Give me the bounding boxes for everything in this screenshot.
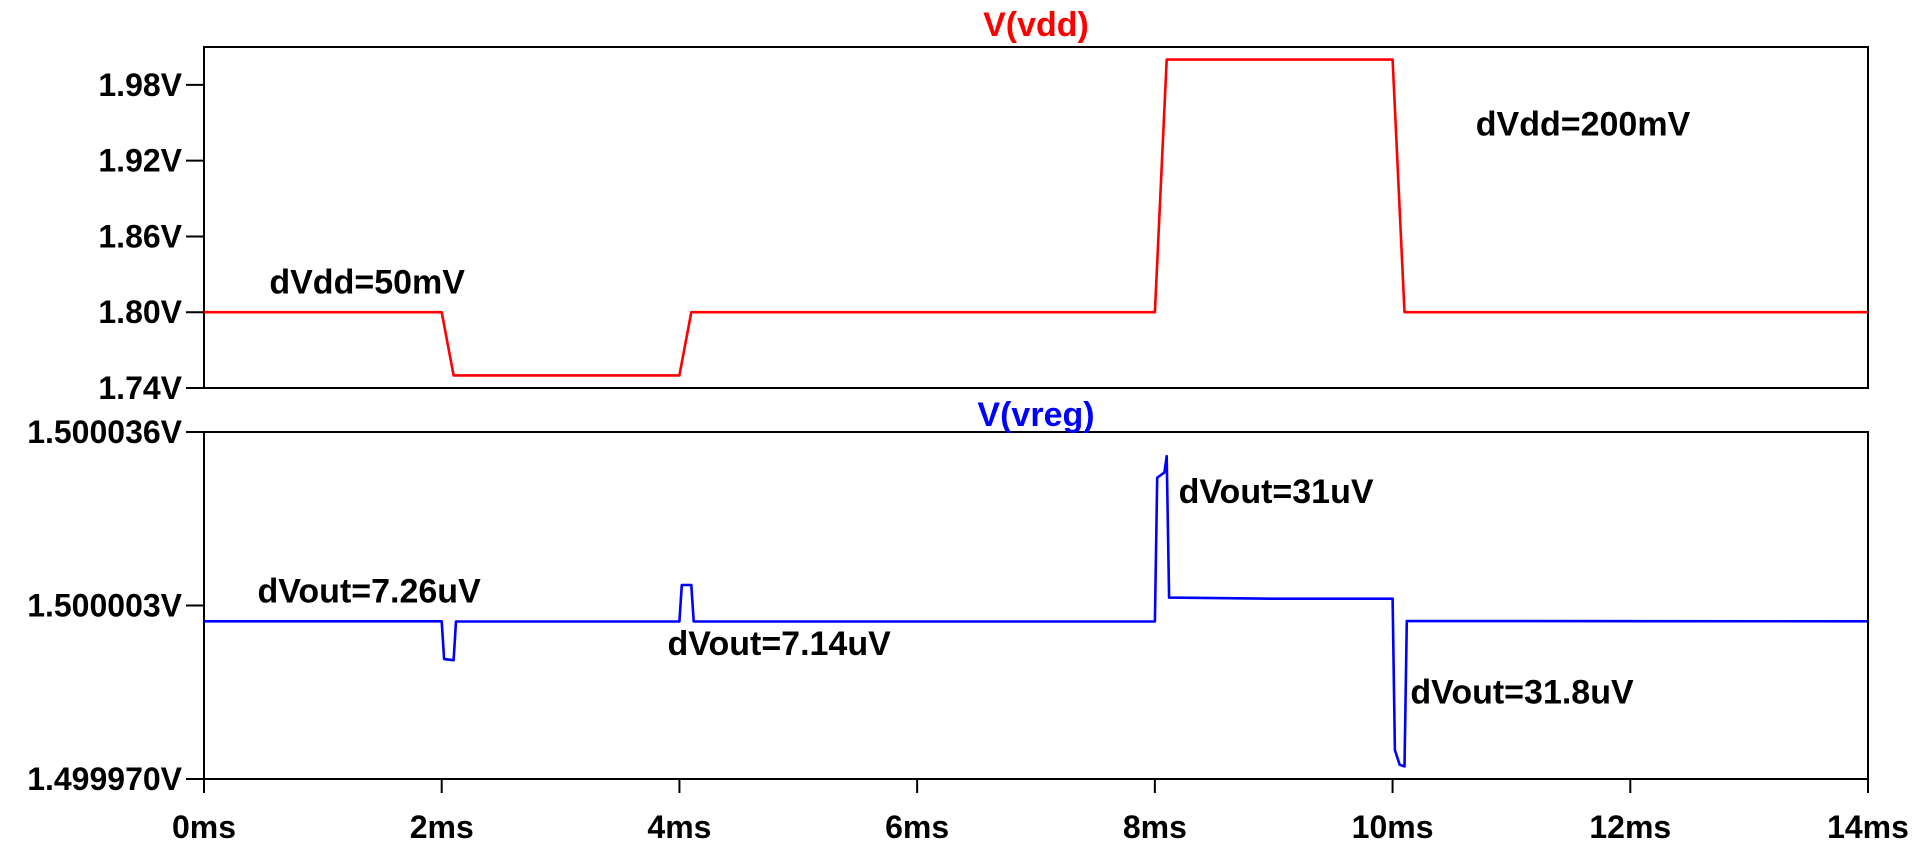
- y-tick-label: 1.86V: [98, 218, 182, 254]
- x-tick-label: 6ms: [885, 809, 949, 845]
- x-tick-label: 0ms: [172, 809, 236, 845]
- y-tick-label: 1.499970V: [27, 761, 182, 797]
- panel-title: V(vreg): [977, 396, 1094, 434]
- annotation-label: dVout=7.26uV: [257, 572, 481, 610]
- x-tick-label: 8ms: [1123, 809, 1187, 845]
- plot-frame: [203, 46, 1869, 389]
- y-tick-label: 1.98V: [98, 67, 182, 103]
- y-tick-label: 1.80V: [98, 294, 182, 330]
- series-line: [204, 58, 1868, 377]
- x-tick-label: 10ms: [1352, 809, 1434, 845]
- x-tick-label: 2ms: [410, 809, 474, 845]
- annotation-label: dVout=7.14uV: [668, 625, 892, 663]
- annotation-label: dVout=31.8uV: [1410, 673, 1634, 711]
- y-tick-label: 1.500003V: [27, 588, 182, 624]
- panel-vreg: V(vreg) 1.499970V 1.500003V 1.500036V 0ms 2ms…: [27, 396, 1909, 845]
- annotation-label: dVdd=50mV: [269, 263, 465, 301]
- x-tick-label: 4ms: [647, 809, 711, 845]
- y-tick-label: 1.92V: [98, 143, 182, 179]
- y-tick-label: 1.500036V: [27, 414, 182, 450]
- annotation-label: dVdd=200mV: [1476, 105, 1691, 143]
- x-tick-label: 14ms: [1827, 809, 1909, 845]
- y-tick-label: 1.74V: [98, 370, 182, 406]
- panel-title: V(vdd): [983, 6, 1089, 44]
- panel-vdd: V(vdd) 1.74V 1.80V 1.86V 1.92V 1.98V dVdd=50mV…: [98, 6, 1869, 406]
- x-tick-label: 12ms: [1589, 809, 1671, 845]
- annotation-label: dVout=31uV: [1179, 473, 1374, 511]
- series-line: [204, 454, 1869, 768]
